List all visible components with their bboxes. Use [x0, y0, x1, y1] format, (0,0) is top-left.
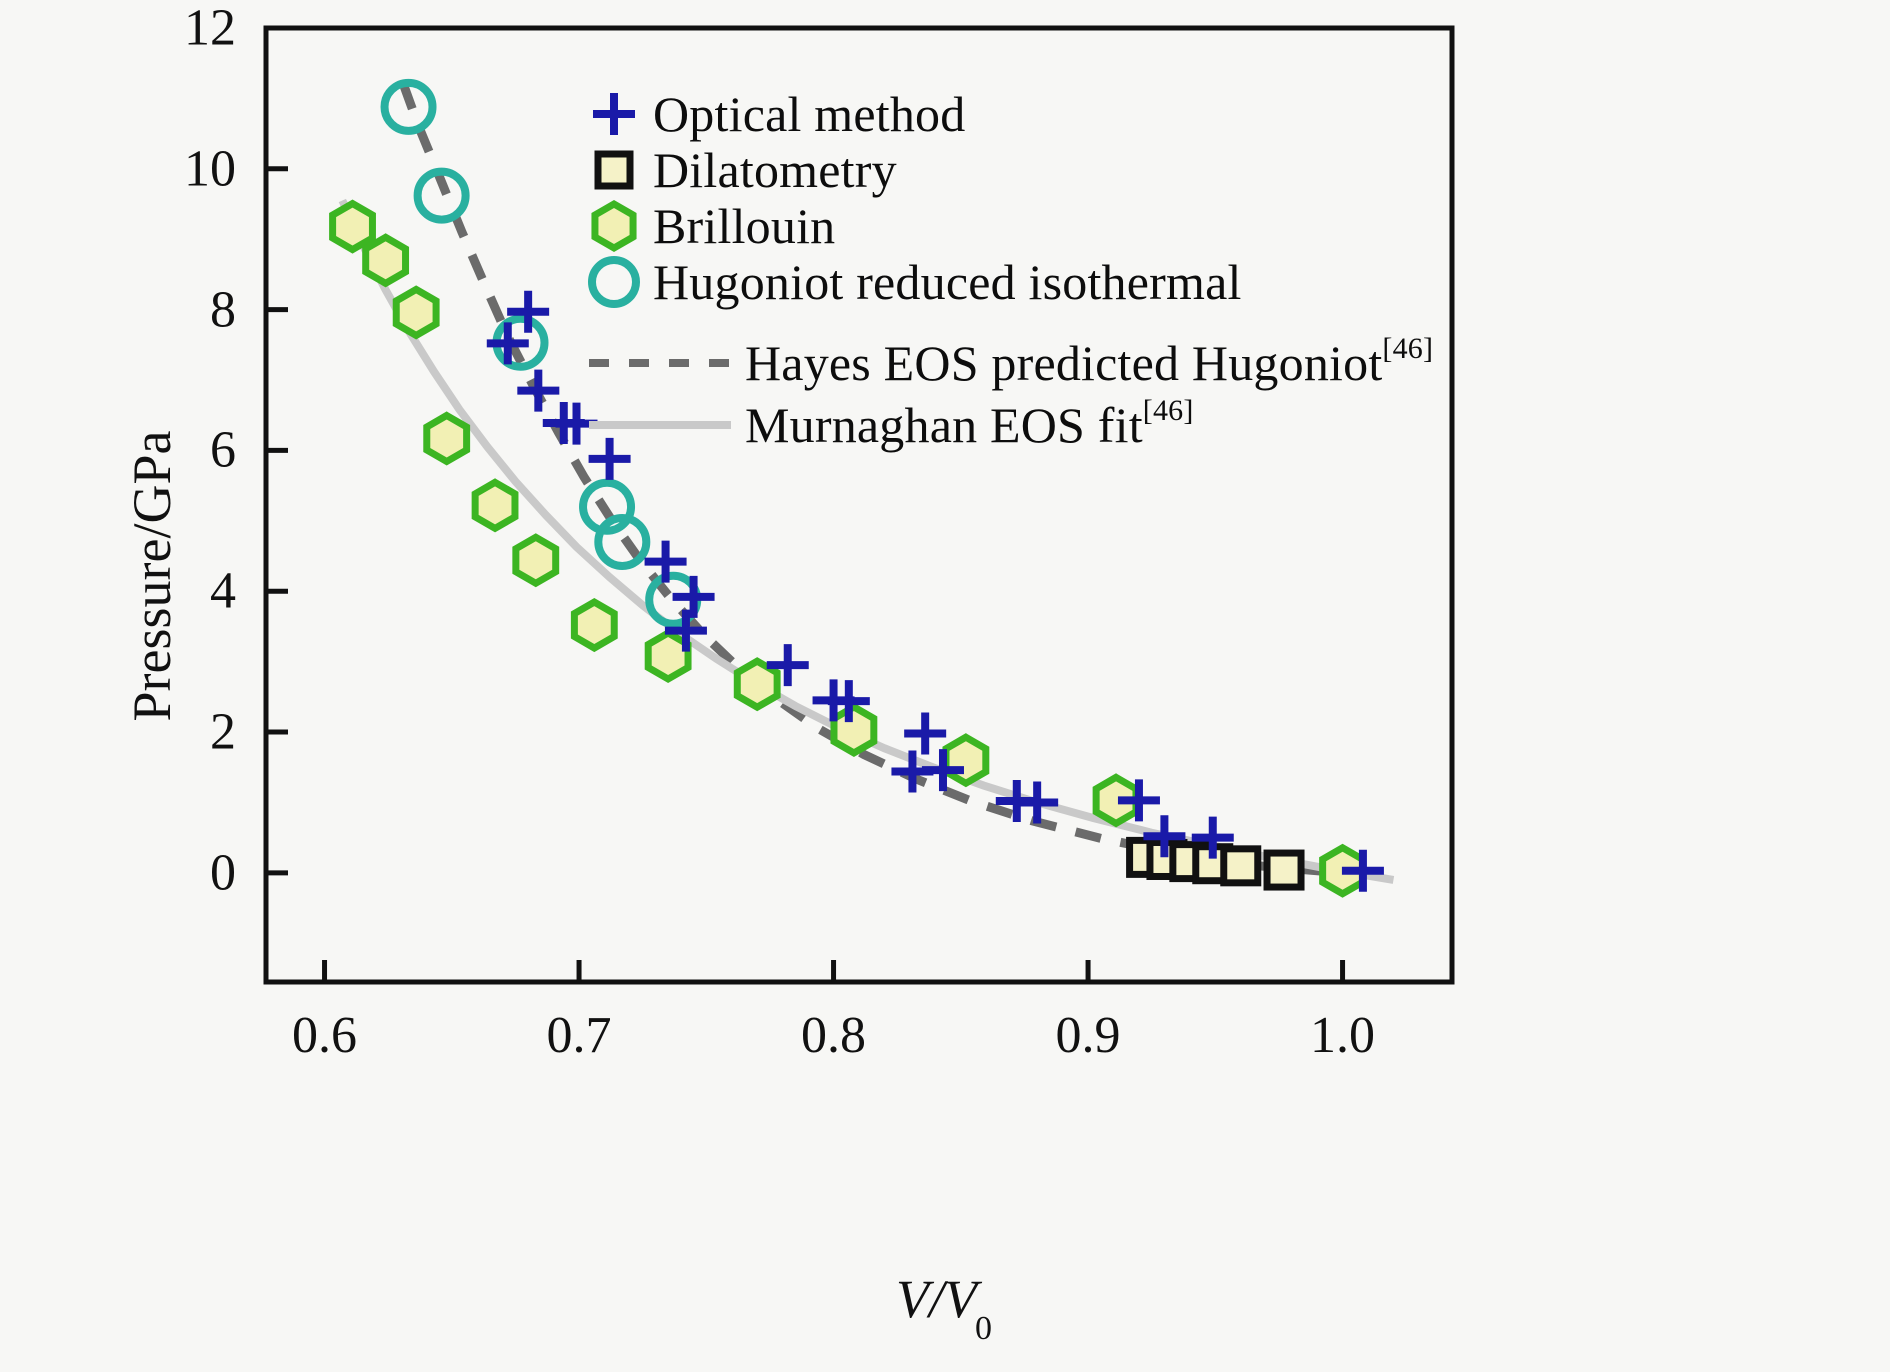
y-tick-label: 10	[184, 140, 236, 198]
square-legend-icon	[594, 150, 634, 190]
plus-legend-icon	[593, 93, 635, 135]
x-tick-label: 0.8	[801, 1007, 867, 1064]
y-tick-label: 12	[184, 0, 236, 57]
optical-method-marker	[588, 437, 631, 480]
brillouin-marker	[830, 702, 878, 757]
x-axis-title-subscript: 0	[974, 1309, 992, 1347]
brillouin-marker	[942, 733, 990, 788]
murnaghan-eos-curve	[338, 198, 1395, 884]
brillouin-marker	[512, 533, 560, 588]
x-axis-title-main: V/V	[896, 1269, 977, 1329]
optical-method-marker	[644, 540, 687, 583]
brillouin-marker	[733, 657, 781, 712]
optical-method-marker	[1016, 781, 1059, 824]
brillouin-marker	[471, 478, 519, 533]
y-tick-label: 0	[210, 844, 236, 902]
optical-method-marker	[1191, 816, 1234, 859]
optical-method-marker	[904, 712, 947, 755]
legend-citation: [46]	[1382, 332, 1434, 366]
optical-method-marker	[921, 749, 964, 792]
dashed-line-legend-icon	[589, 359, 731, 367]
legend-item[interactable]: Hugoniot reduced isothermal	[575, 254, 1242, 310]
legend-label: Hayes EOS predicted Hugoniot[46]	[745, 332, 1434, 392]
legend-item[interactable]: Optical method	[575, 86, 1242, 142]
y-tick-label: 8	[210, 281, 236, 339]
brillouin-marker	[570, 597, 618, 653]
legend-marker-swatch	[575, 198, 653, 254]
brillouin-marker	[362, 233, 410, 288]
y-tick-label: 4	[210, 562, 236, 620]
y-tick-label: 2	[210, 703, 236, 761]
legend-line-swatch	[575, 349, 745, 377]
y-tick-label: 6	[210, 421, 236, 479]
brillouin-marker	[392, 285, 440, 340]
legend-lines: Hayes EOS predicted Hugoniot[46] Murnagha…	[575, 332, 1433, 456]
optical-method-marker	[517, 369, 560, 412]
hugoniot-marker	[579, 478, 636, 535]
hugoniot-marker	[380, 78, 437, 135]
legend-item[interactable]: Murnaghan EOS fit[46]	[575, 394, 1433, 456]
tick-marks	[266, 25, 1346, 982]
legend-markers: Optical method Dilatometry Brillouin Hugoni…	[575, 86, 1242, 310]
hugoniot-marker	[413, 167, 470, 224]
legend-marker-swatch	[575, 254, 653, 310]
data-points	[329, 78, 1384, 898]
brillouin-marker	[329, 199, 376, 254]
x-tick-label: 1.0	[1310, 1007, 1376, 1064]
legend-label: Optical method	[653, 86, 966, 142]
optical-method-marker	[664, 609, 707, 652]
optical-method-marker	[672, 575, 715, 618]
optical-method-marker	[766, 644, 809, 687]
x-tick-label: 0.9	[1055, 1007, 1121, 1064]
legend-label-text: Murnaghan EOS fit	[745, 397, 1143, 453]
solid-line-legend-icon	[589, 421, 731, 429]
legend-label-text: Hayes EOS predicted Hugoniot	[745, 335, 1383, 391]
legend-item[interactable]: Hayes EOS predicted Hugoniot[46]	[575, 332, 1433, 394]
x-tick-label: 0.6	[292, 1007, 358, 1064]
hexagon-legend-icon	[591, 199, 637, 253]
brillouin-marker	[423, 411, 471, 466]
legend-label: Hugoniot reduced isothermal	[653, 254, 1242, 310]
optical-method-marker	[1341, 849, 1384, 892]
legend-item[interactable]: Dilatometry	[575, 142, 1242, 198]
legend-label: Murnaghan EOS fit[46]	[745, 394, 1194, 454]
legend-marker-swatch	[575, 86, 653, 142]
legend-line-swatch	[575, 411, 745, 439]
optical-method-marker	[1143, 815, 1186, 858]
legend-citation: [46]	[1142, 394, 1194, 428]
axis-frame	[263, 25, 1455, 985]
circle-legend-icon	[588, 256, 640, 308]
legend-marker-swatch	[575, 142, 653, 198]
dilatometry-marker	[1220, 845, 1262, 887]
dilatometry-marker	[1263, 849, 1305, 891]
optical-method-marker	[827, 680, 870, 723]
legend-label: Brillouin	[653, 198, 836, 254]
x-axis-title: V/V0	[896, 1268, 994, 1347]
optical-method-marker	[486, 322, 529, 365]
hugoniot-marker	[594, 513, 651, 570]
optical-method-marker	[1117, 779, 1160, 822]
legend-label: Dilatometry	[653, 142, 897, 198]
optical-method-marker	[507, 290, 550, 333]
x-tick-label: 0.7	[546, 1007, 612, 1064]
legend-item[interactable]: Brillouin	[575, 198, 1242, 254]
